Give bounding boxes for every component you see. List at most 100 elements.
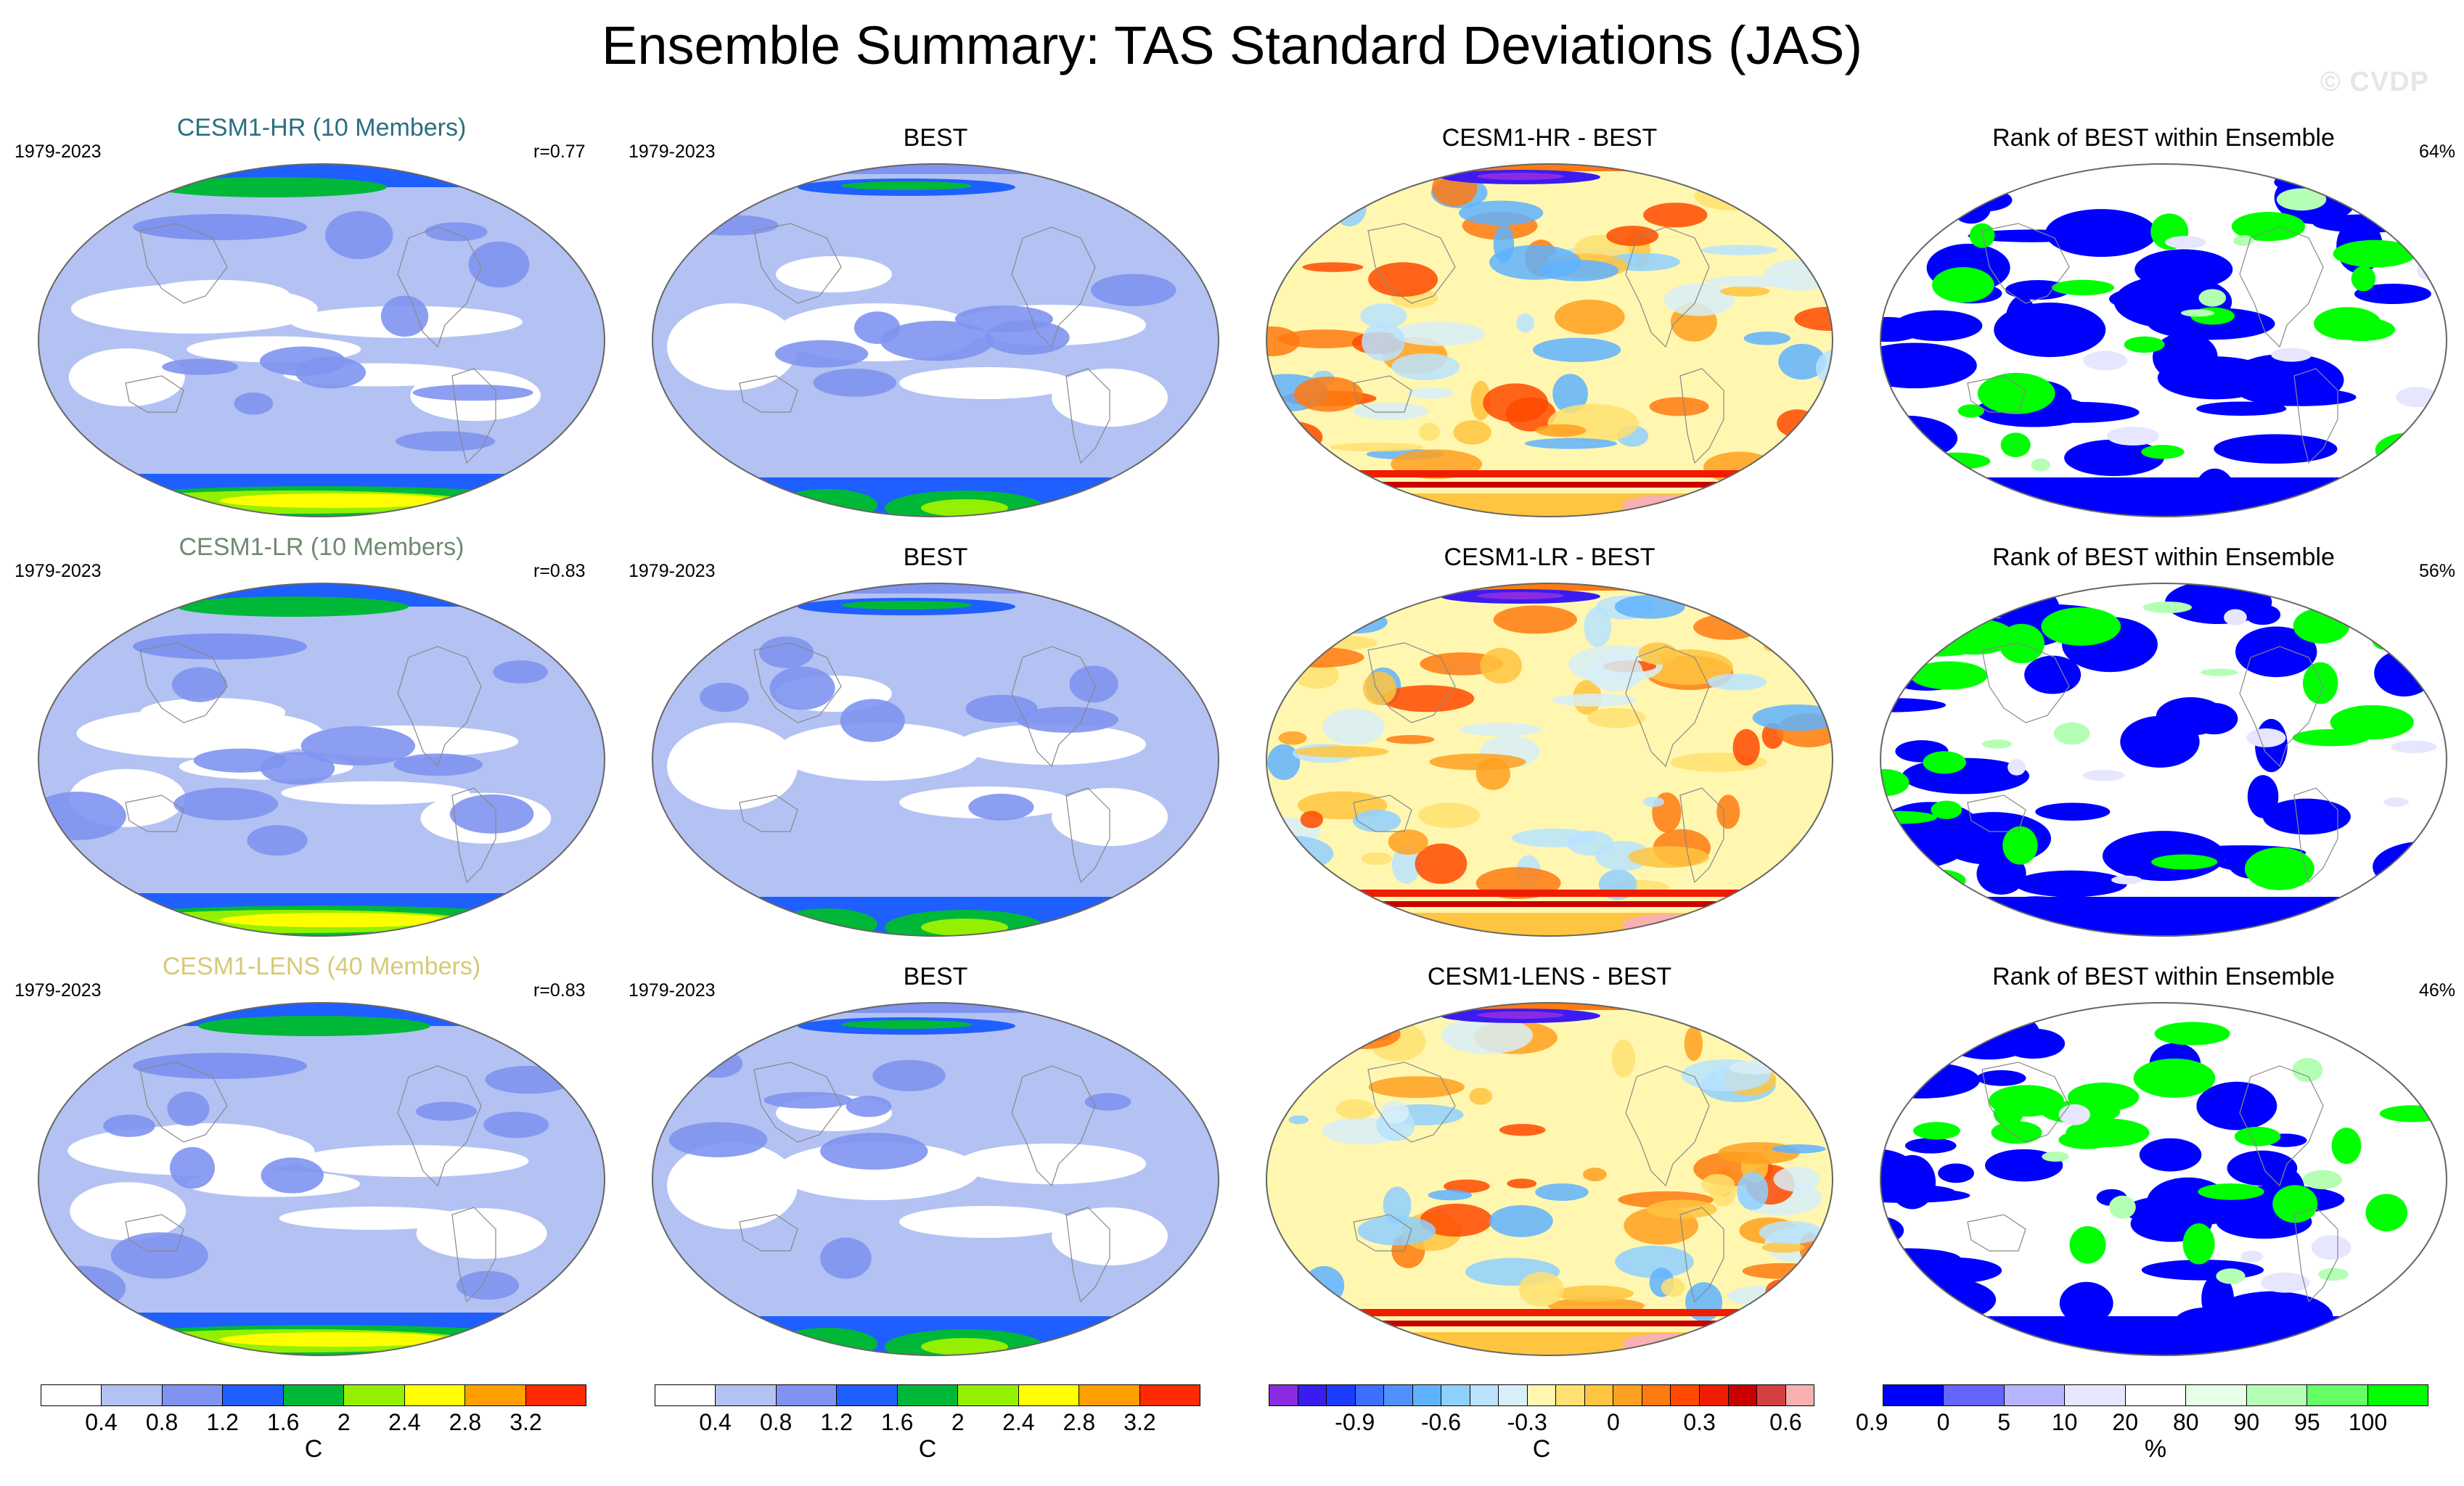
colorbar-swatch — [2186, 1385, 2247, 1405]
diff-panel-title: CESM1-HR - BEST — [1441, 124, 1658, 152]
colorbar-swatches — [41, 1384, 586, 1406]
rank-percent-label: 64% — [2419, 141, 2456, 162]
colorbar-swatch — [1298, 1385, 1327, 1405]
colorbar-swatch — [1584, 1385, 1614, 1405]
colorbar-swatch — [1384, 1385, 1413, 1405]
colorbar-tick-label: 0.4 — [85, 1409, 118, 1435]
colorbar-swatch — [2246, 1385, 2308, 1405]
colorbar-swatch — [465, 1385, 526, 1405]
obs-map-row-2 — [652, 583, 1219, 937]
rank-panel-title: Rank of BEST within Ensemble — [1992, 543, 2335, 571]
colorbar-swatch — [1728, 1385, 1758, 1405]
colorbar-swatch — [41, 1385, 102, 1405]
colorbar-ticks: 0.4 0.8 1.2 1.6 2 2.4 2.8 3.2 — [41, 1406, 586, 1438]
colorbar-tick-label: 2.8 — [449, 1409, 482, 1435]
colorbar-swatch — [1556, 1385, 1585, 1405]
colorbar-swatch — [897, 1385, 959, 1405]
obs-panel-title: BEST — [903, 543, 968, 571]
colorbar-swatch — [1883, 1385, 1944, 1405]
diff-colorbar: -0.9 -0.6 -0.3 0 0.3 0.6 0.9 C — [1269, 1384, 1888, 1464]
colorbar-tick-label: 0.4 — [699, 1409, 732, 1435]
colorbar-swatches — [1269, 1384, 1814, 1406]
colorbar-swatch — [404, 1385, 466, 1405]
colorbar-tick-label: 0.6 — [1769, 1409, 1802, 1435]
colorbar-swatch — [716, 1385, 777, 1405]
colorbar-swatch — [1642, 1385, 1671, 1405]
colorbar-swatch — [1327, 1385, 1356, 1405]
obs-period-label: 1979-2023 — [629, 141, 716, 162]
colorbar-tick-label: 20 — [2112, 1409, 2139, 1435]
colorbar-swatch — [162, 1385, 224, 1405]
colorbar-swatch — [2125, 1385, 2187, 1405]
colorbar-swatches — [655, 1384, 1200, 1406]
rank-percent-label: 46% — [2419, 980, 2456, 1001]
diff-map-row-2 — [1266, 583, 1833, 937]
colorbar-swatches — [1883, 1384, 2428, 1406]
model-panel-title: CESM1-LENS (40 Members) — [162, 953, 481, 980]
obs-map-row-1 — [652, 163, 1219, 517]
colorbar-tick-label: 2 — [951, 1409, 965, 1435]
sd-map-row-1 — [38, 163, 605, 517]
colorbar-swatch — [1079, 1385, 1140, 1405]
colorbar-swatch — [1757, 1385, 1786, 1405]
rank-map-row-1 — [1880, 163, 2447, 517]
colorbar-tick-label: 0 — [1607, 1409, 1620, 1435]
colorbar-tick-label: 0.3 — [1683, 1409, 1716, 1435]
colorbar-swatch — [1944, 1385, 2005, 1405]
sd-map-row-3 — [38, 1002, 605, 1356]
colorbar-swatch — [837, 1385, 898, 1405]
rank-map-row-3 — [1880, 1002, 2447, 1356]
colorbar-ticks: 0 5 10 20 80 90 95 100 — [1883, 1406, 2428, 1438]
colorbar-swatch — [525, 1385, 586, 1405]
colorbar-unit-label: C — [304, 1435, 323, 1463]
colorbar-tick-label: -0.3 — [1507, 1409, 1547, 1435]
colorbar-swatch — [2367, 1385, 2428, 1405]
obs-period-label: 1979-2023 — [629, 980, 716, 1001]
colorbar-swatch — [1441, 1385, 1470, 1405]
rank-colorbar: 0 5 10 20 80 90 95 100% — [1883, 1384, 2428, 1464]
colorbar-ticks: 0.4 0.8 1.2 1.6 2 2.4 2.8 3.2 — [655, 1406, 1200, 1438]
colorbar-tick-label: 95 — [2294, 1409, 2320, 1435]
diff-map-row-1 — [1266, 163, 1833, 517]
colorbar-swatch — [1527, 1385, 1557, 1405]
colorbar-swatch — [958, 1385, 1019, 1405]
pattern-correlation-label: r=0.83 — [533, 561, 586, 581]
colorbar-tick-label: -0.9 — [1335, 1409, 1375, 1435]
colorbar-swatch — [655, 1385, 716, 1405]
colorbar-swatch — [1139, 1385, 1200, 1405]
colorbar-tick-label: 2.4 — [1002, 1409, 1035, 1435]
colorbar-tick-label: 80 — [2172, 1409, 2199, 1435]
rank-map-row-2 — [1880, 583, 2447, 937]
colorbar-swatch — [1671, 1385, 1700, 1405]
figure-title: Ensemble Summary: TAS Standard Deviation… — [602, 15, 1862, 75]
colorbar-tick-label: 1.2 — [820, 1409, 853, 1435]
colorbar-ticks: -0.9 -0.6 -0.3 0 0.3 0.6 0.9 — [1269, 1406, 1888, 1438]
sd-colorbar-model: 0.4 0.8 1.2 1.6 2 2.4 2.8 3.2 C — [41, 1384, 586, 1464]
model-period-label: 1979-2023 — [15, 980, 102, 1001]
colorbar-tick-label: 0 — [1936, 1409, 1950, 1435]
colorbar-tick-label: 2 — [337, 1409, 351, 1435]
colorbar-tick-label: 1.2 — [206, 1409, 239, 1435]
model-panel-title: CESM1-LR (10 Members) — [179, 533, 464, 561]
colorbar-tick-label: 2.4 — [388, 1409, 421, 1435]
colorbar-swatch — [1499, 1385, 1528, 1405]
colorbar-unit-label: % — [2144, 1435, 2167, 1463]
sd-colorbar-obs: 0.4 0.8 1.2 1.6 2 2.4 2.8 3.2 C — [655, 1384, 1200, 1464]
rank-panel-title: Rank of BEST within Ensemble — [1992, 124, 2335, 152]
obs-period-label: 1979-2023 — [629, 561, 716, 581]
colorbar-tick-label: 3.2 — [509, 1409, 542, 1435]
model-panel-title: CESM1-HR (10 Members) — [176, 114, 467, 141]
colorbar-tick-label: 0.8 — [145, 1409, 179, 1435]
colorbar-swatch — [2065, 1385, 2126, 1405]
colorbar-tick-label: 100 — [2348, 1409, 2388, 1435]
colorbar-swatch — [344, 1385, 405, 1405]
colorbar-swatch — [1269, 1385, 1298, 1405]
colorbar-swatch — [776, 1385, 838, 1405]
colorbar-swatch — [1785, 1385, 1814, 1405]
colorbar-swatch — [1018, 1385, 1080, 1405]
colorbar-tick-label: 1.6 — [266, 1409, 300, 1435]
colorbar-swatch — [1613, 1385, 1642, 1405]
diff-panel-title: CESM1-LENS - BEST — [1427, 963, 1672, 990]
diff-map-row-3 — [1266, 1002, 1833, 1356]
colorbar-tick-label: 10 — [2051, 1409, 2078, 1435]
